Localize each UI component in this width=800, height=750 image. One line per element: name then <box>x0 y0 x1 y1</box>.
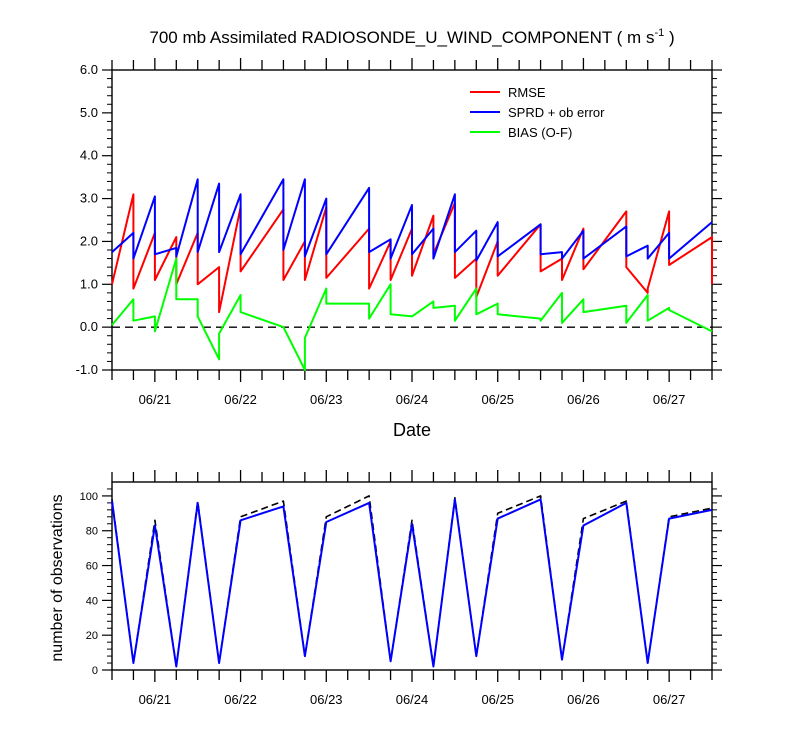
legend: RMSE SPRD + ob error BIAS (O-F) <box>470 85 605 140</box>
top-ytick-label: 6.0 <box>80 62 98 77</box>
top-series-bias-o-f <box>111 257 713 371</box>
legend-label-sprd: SPRD + ob error <box>508 105 605 120</box>
bottom-ytick-label: 100 <box>80 491 98 503</box>
top-xtick-label: 06/23 <box>310 392 343 407</box>
bottom-xtick-label: 06/26 <box>567 692 600 707</box>
bottom-xtick-label: 06/22 <box>224 692 257 707</box>
bottom-xtick-label: 06/25 <box>481 692 514 707</box>
bottom-axes: 0 20 40 60 80 100 06/21 06/22 06/23 06/24 06/25 06/… <box>80 470 722 707</box>
bottom-ytick-label: 60 <box>86 561 98 573</box>
top-ytick-label: -1.0 <box>76 362 98 377</box>
top-xtick-label: 06/27 <box>653 392 686 407</box>
x-axis-label: Date <box>393 420 431 440</box>
top-xtick-label: 06/22 <box>224 392 257 407</box>
top-ytick-label: 3.0 <box>80 191 98 206</box>
top-xtick-label: 06/26 <box>567 392 600 407</box>
y-axis-label-observations: number of observations <box>49 494 66 661</box>
top-xtick-label: 06/25 <box>481 392 514 407</box>
title-unit-superscript: -1 <box>654 27 664 39</box>
top-ytick-label: 4.0 <box>80 148 98 163</box>
top-xtick-label: 06/24 <box>396 392 429 407</box>
title-close: ) <box>664 28 674 47</box>
top-ytick-label: 5.0 <box>80 105 98 120</box>
top-ytick-label: 1.0 <box>80 276 98 291</box>
bottom-series <box>111 495 713 668</box>
bottom-xtick-label: 06/24 <box>396 692 429 707</box>
bottom-series-assimilated-observations <box>111 498 713 668</box>
top-xtick-label: 06/21 <box>139 392 172 407</box>
top-chart: 700 mb Assimilated RADIOSONDE_U_WIND_COM… <box>76 27 722 440</box>
bottom-ytick-label: 40 <box>86 595 98 607</box>
bottom-xtick-label: 06/21 <box>139 692 172 707</box>
bottom-xtick-label: 06/27 <box>653 692 686 707</box>
top-series <box>111 178 713 371</box>
legend-label-bias: BIAS (O-F) <box>508 125 572 140</box>
bottom-series-total-observations <box>111 495 713 668</box>
bottom-plot-frame <box>111 481 713 671</box>
bottom-xtick-label: 06/23 <box>310 692 343 707</box>
top-ytick-label: 0.0 <box>80 319 98 334</box>
top-ytick-label: 2.0 <box>80 233 98 248</box>
chart-title: 700 mb Assimilated RADIOSONDE_U_WIND_COM… <box>149 27 674 47</box>
bottom-chart: 0 20 40 60 80 100 06/21 06/22 06/23 06/24 06/25 06/… <box>49 470 722 707</box>
bottom-ytick-label: 20 <box>86 630 98 642</box>
top-series-sprd-ob-error <box>111 178 713 262</box>
top-axes: -1.0 0.0 1.0 2.0 3.0 4.0 5.0 6.0 06/21 06/22 06/23… <box>76 58 722 407</box>
legend-label-rmse: RMSE <box>508 85 546 100</box>
bottom-ytick-label: 0 <box>92 665 98 677</box>
bottom-ytick-label: 80 <box>86 526 98 538</box>
